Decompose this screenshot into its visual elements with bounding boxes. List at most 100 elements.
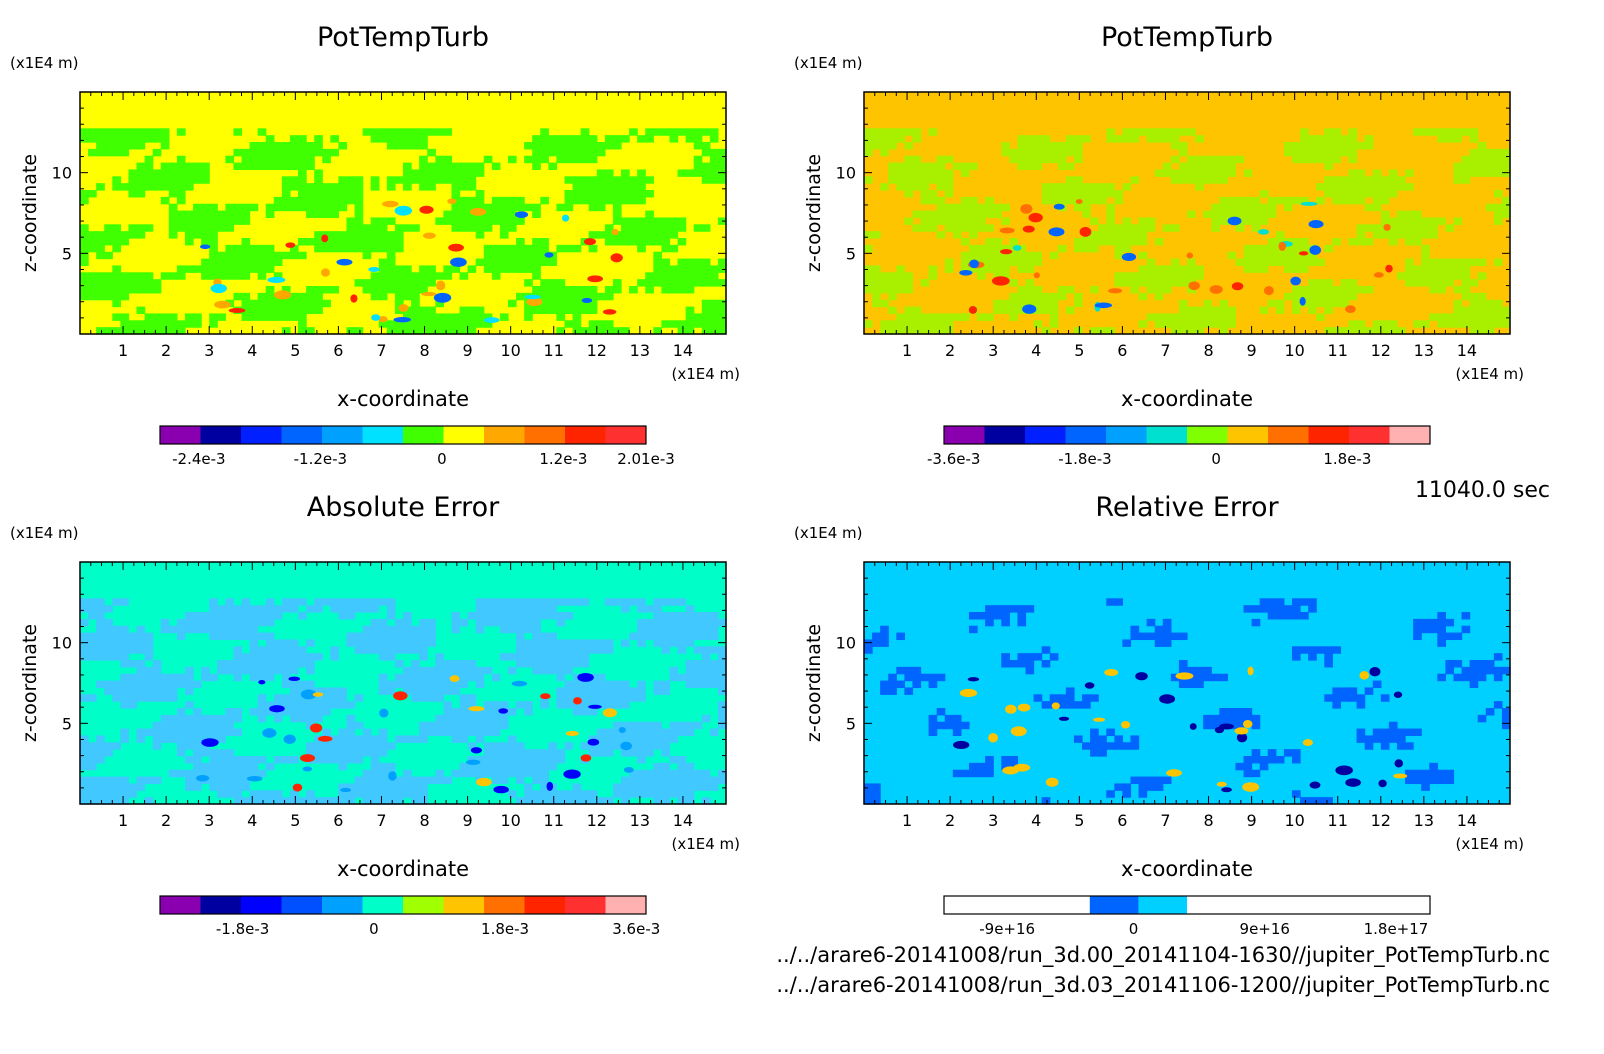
heatmap-cell [193,618,202,627]
heatmap-cell [403,735,412,743]
heatmap-cell [1065,190,1075,198]
x-tick-label: 11 [1328,811,1348,830]
heatmap-cell [168,694,178,702]
heatmap-cell [443,327,453,335]
heatmap-cell [265,666,275,675]
heatmap-cell [629,231,638,239]
heatmap-cell [1130,742,1140,750]
heatmap-cell [394,292,404,301]
heatmap-spot [587,275,604,283]
heatmap-cell [1413,238,1422,246]
heatmap-cell [217,217,226,225]
heatmap-cell [661,639,671,647]
heatmap-cell [289,142,299,150]
heatmap-cell [960,217,970,225]
heatmap-cell [459,701,469,709]
heatmap-cell [201,265,210,273]
heatmap-cell [386,632,396,641]
heatmap-cell [1316,797,1325,805]
heatmap-cell [701,224,711,232]
heatmap-cell [985,762,994,771]
heatmap-cell [1187,210,1196,219]
heatmap-cell [1122,224,1132,232]
heatmap-cell [1114,244,1123,253]
heatmap-cell [475,708,485,716]
heatmap-cell [1227,251,1237,260]
colorbar-swatch [1284,896,1334,914]
heatmap-cell [912,666,922,675]
y-tick-label: 10 [836,634,856,653]
heatmap-cell [1485,203,1495,212]
heatmap-cell [451,176,461,184]
heatmap-cell [1187,155,1196,164]
heatmap-cell [362,286,372,294]
heatmap-cell [362,769,372,778]
heatmap-cell [281,605,291,613]
heatmap-cell [419,313,428,321]
heatmap-cell [120,598,130,606]
heatmap-cell [1501,666,1511,675]
heatmap-cell [217,251,226,260]
heatmap-cell [128,142,138,150]
heatmap-cell [1316,135,1325,143]
heatmap-cell [1316,292,1325,301]
heatmap-cell [540,299,549,308]
heatmap-cell [864,231,873,239]
heatmap-cell [1493,673,1503,682]
heatmap-spot [321,234,329,243]
heatmap-cell [435,776,444,785]
heatmap-cell [596,142,606,150]
heatmap-cell [1154,776,1164,785]
heatmap-cell [370,135,380,143]
heatmap-cell [1098,196,1107,205]
heatmap-cell [217,258,226,267]
heatmap-cell [378,128,388,136]
heatmap-cell [612,735,622,743]
heatmap-cell [928,721,938,730]
heatmap-cell [709,306,719,315]
heatmap-cell [1308,148,1317,157]
heatmap-cell [629,632,638,641]
heatmap-cell [1485,148,1495,157]
heatmap-cell [1211,714,1220,723]
heatmap-cell [475,728,485,737]
heatmap-cell [677,756,687,764]
heatmap-cell [459,272,469,280]
heatmap-cell [507,618,517,627]
heatmap-cell [1170,135,1180,143]
heatmap-cell [241,605,251,613]
heatmap-cell [475,224,485,232]
heatmap-cell [1413,618,1422,627]
heatmap-cell [1429,231,1438,239]
heatmap-cell [1396,183,1406,191]
heatmap-cell [1493,313,1503,321]
heatmap-cell [1332,183,1342,191]
heatmap-cell [1340,176,1350,184]
heatmap-cell [209,749,218,757]
heatmap-cell [1178,169,1188,177]
heatmap-cell [685,639,695,647]
heatmap-cell [677,728,687,737]
heatmap-cell [1122,272,1132,280]
heatmap-cell [1283,251,1293,260]
heatmap-cell [677,286,687,294]
heatmap-cell [1195,306,1204,315]
heatmap-cell [403,673,412,682]
heatmap-cell [588,327,598,335]
heatmap-cell [451,680,461,689]
heatmap-cell [370,735,380,743]
heatmap-cell [709,673,719,682]
chart-title: PotTempTurb [1101,22,1273,53]
heatmap-cell [1348,135,1358,143]
heatmap-cell [281,196,291,205]
time-label: 11040.0 sec [1414,478,1550,503]
heatmap-cell [346,196,356,205]
heatmap-cell [193,162,202,171]
heatmap-cell [532,776,541,785]
heatmap-cell [701,142,711,150]
colorbar-swatch [241,896,282,914]
heatmap-cell [193,776,202,785]
heatmap-cell [516,258,525,267]
heatmap-cell [1340,196,1350,205]
heatmap-cell [273,203,283,212]
